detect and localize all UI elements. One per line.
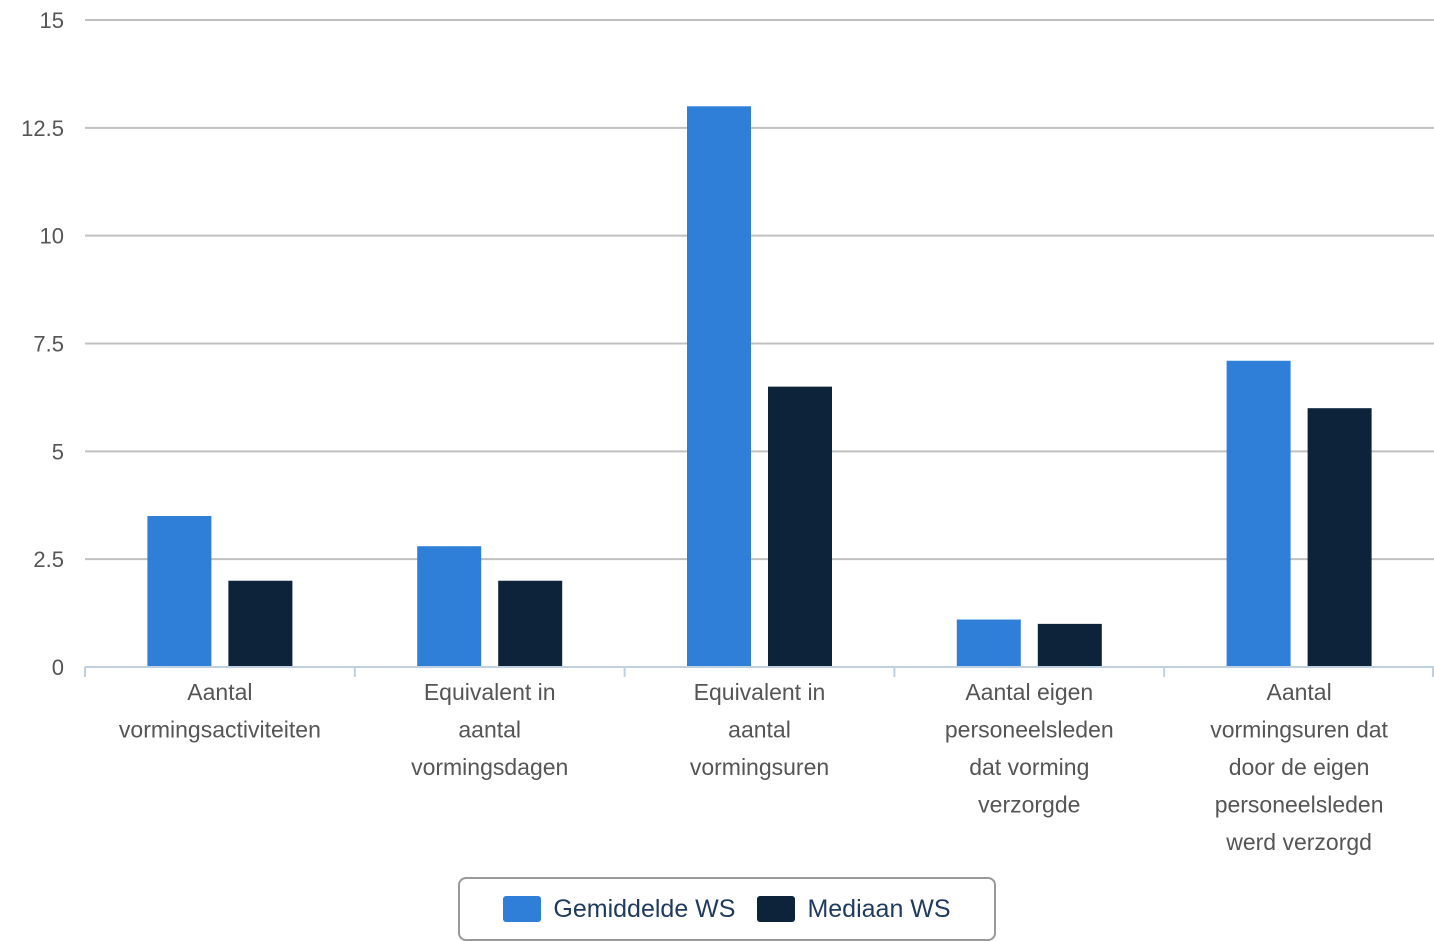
x-axis — [84, 666, 1434, 677]
y-tick-label: 5 — [52, 439, 64, 464]
x-category-label: Equivalent in aantal vormingsdagen — [411, 679, 568, 780]
bar-gemiddelde-0[interactable] — [147, 516, 212, 667]
bar-mediaan-1[interactable] — [498, 580, 563, 667]
legend: Gemiddelde WS Mediaan WS — [458, 877, 996, 941]
bar-chart: 0 2.5 5 7.5 10 12.5 15 Aantal vormingsactivitei… — [21, 8, 1434, 855]
x-category-label: Aantal vormingsuren dat door de eigen perso… — [1210, 679, 1388, 855]
bar-mediaan-3[interactable] — [1037, 623, 1102, 667]
y-tick-label: 7.5 — [33, 332, 64, 357]
y-axis-tick-labels: 0 2.5 5 7.5 10 12.5 15 — [21, 8, 64, 680]
legend-label-mediaan: Mediaan WS — [807, 894, 951, 923]
bar-mediaan-0[interactable] — [228, 580, 293, 667]
y-tick-label: 2.5 — [33, 547, 64, 572]
y-tick-label: 15 — [40, 8, 64, 33]
y-tick-label: 12.5 — [21, 116, 64, 141]
gridlines — [85, 19, 1434, 561]
bar-gemiddelde-1[interactable] — [417, 546, 482, 667]
legend-label-gemiddelde: Gemiddelde WS — [553, 894, 736, 923]
x-category-label: Aantal vormingsactiviteiten — [119, 679, 321, 743]
legend-item-gemiddelde[interactable]: Gemiddelde WS — [503, 895, 735, 924]
legend-swatch-mediaan — [757, 896, 796, 922]
y-tick-label: 10 — [40, 224, 64, 249]
bar-mediaan-2[interactable] — [768, 386, 832, 667]
legend-swatch-gemiddelde — [503, 896, 542, 922]
x-category-label: Aantal eigen personeelsleden dat vorming ve… — [945, 679, 1114, 818]
x-axis-category-labels: Aantal vormingsactiviteiten Equivalent in a… — [119, 679, 1389, 855]
bar-gemiddelde-2[interactable] — [687, 106, 751, 668]
bar-gemiddelde-4[interactable] — [1226, 360, 1291, 667]
bars — [147, 106, 1372, 668]
x-category-label: Equivalent in aantal vormingsuren — [690, 679, 829, 780]
y-tick-label: 0 — [52, 655, 64, 680]
legend-item-mediaan[interactable]: Mediaan WS — [757, 894, 951, 924]
bar-mediaan-4[interactable] — [1307, 408, 1372, 667]
bar-gemiddelde-3[interactable] — [956, 619, 1021, 667]
